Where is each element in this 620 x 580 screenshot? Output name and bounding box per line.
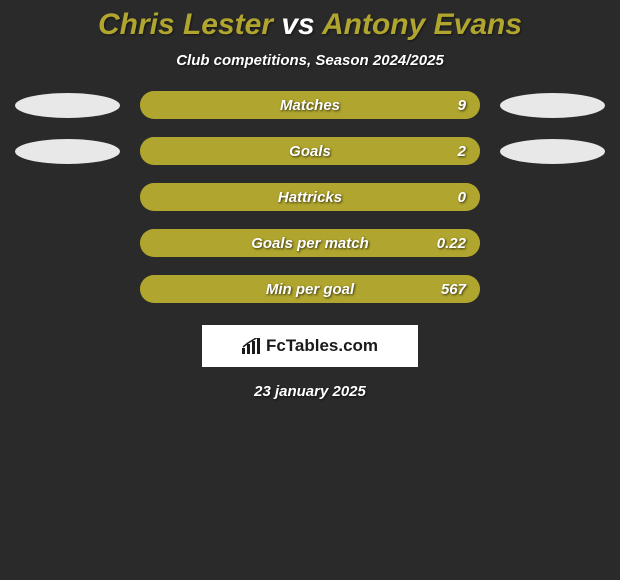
- stat-bar: Hattricks 0: [140, 183, 480, 211]
- player2-name: Antony Evans: [322, 8, 522, 41]
- stat-value: 567: [441, 281, 466, 298]
- player2-pill: [500, 139, 605, 164]
- stat-label: Hattricks: [278, 189, 342, 206]
- subtitle: Club competitions, Season 2024/2025: [0, 52, 620, 69]
- stat-row: Matches 9: [0, 91, 620, 119]
- page-title: Chris Lester vs Antony Evans: [0, 8, 620, 42]
- stat-bar: Goals 2: [140, 137, 480, 165]
- stat-bar: Matches 9: [140, 91, 480, 119]
- stat-row: Goals per match 0.22: [0, 229, 620, 257]
- stat-label: Min per goal: [266, 281, 354, 298]
- stat-value: 0.22: [437, 235, 466, 252]
- stat-label: Goals per match: [251, 235, 369, 252]
- bars-icon: [242, 338, 262, 354]
- brand-box: FcTables.com: [202, 325, 418, 367]
- stat-bar: Goals per match 0.22: [140, 229, 480, 257]
- stat-row: Hattricks 0: [0, 183, 620, 211]
- vs-label: vs: [281, 8, 314, 41]
- stat-value: 0: [458, 189, 466, 206]
- brand-text: FcTables.com: [266, 336, 378, 356]
- stat-label: Matches: [280, 97, 340, 114]
- stat-value: 9: [458, 97, 466, 114]
- comparison-infographic: Chris Lester vs Antony Evans Club compet…: [0, 0, 620, 400]
- stat-bar: Min per goal 567: [140, 275, 480, 303]
- player1-name: Chris Lester: [98, 8, 273, 41]
- date-label: 23 january 2025: [0, 383, 620, 400]
- stats-list: Matches 9 Goals 2 Hattricks 0 Goals per match 0…: [0, 91, 620, 303]
- player1-pill: [15, 139, 120, 164]
- stat-row: Goals 2: [0, 137, 620, 165]
- player1-pill: [15, 93, 120, 118]
- stat-row: Min per goal 567: [0, 275, 620, 303]
- player2-pill: [500, 93, 605, 118]
- stat-label: Goals: [289, 143, 331, 160]
- stat-value: 2: [458, 143, 466, 160]
